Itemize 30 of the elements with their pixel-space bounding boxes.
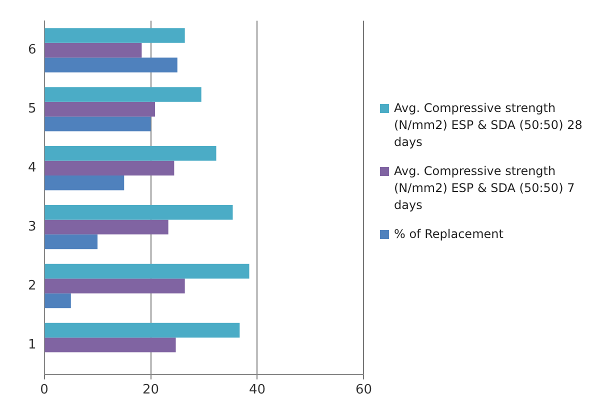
bar <box>44 146 216 161</box>
y-tick-label: 6 <box>28 42 36 58</box>
x-tick-label: 60 <box>355 382 372 398</box>
y-tick-label: 5 <box>28 102 36 117</box>
legend-label: Avg. Compressive strength (N/mm2) ESP & SDA (50:50) 7 days <box>394 163 576 214</box>
bar <box>44 293 71 308</box>
bar <box>44 264 250 279</box>
legend-label: Avg. Compressive strength (N/mm2) ESP & SDA (50:50) 28 days <box>394 100 584 151</box>
x-tick-label: 20 <box>142 382 160 398</box>
bar <box>44 338 176 352</box>
bar <box>44 204 233 220</box>
bar <box>44 234 98 250</box>
bar <box>44 42 142 58</box>
bar <box>44 102 156 117</box>
legend-label: % of Replacement <box>394 226 504 243</box>
bar <box>44 322 240 338</box>
y-tick-label: 2 <box>28 278 36 294</box>
x-tick-label: 0 <box>40 382 48 398</box>
bar <box>44 176 124 190</box>
bar <box>44 87 202 102</box>
y-tick-label: 4 <box>28 160 36 176</box>
bar <box>44 160 174 176</box>
x-tick-label: 40 <box>248 382 266 398</box>
y-tick-label: 3 <box>28 219 36 234</box>
y-tick-label: 1 <box>28 337 36 352</box>
bar <box>44 220 168 234</box>
bar <box>44 278 185 294</box>
bar <box>44 58 178 72</box>
bar <box>44 28 185 43</box>
bar <box>44 116 151 132</box>
